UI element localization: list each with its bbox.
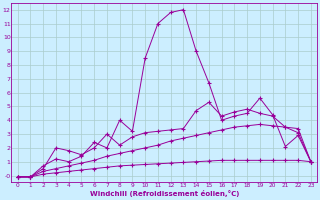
- X-axis label: Windchill (Refroidissement éolien,°C): Windchill (Refroidissement éolien,°C): [90, 190, 239, 197]
